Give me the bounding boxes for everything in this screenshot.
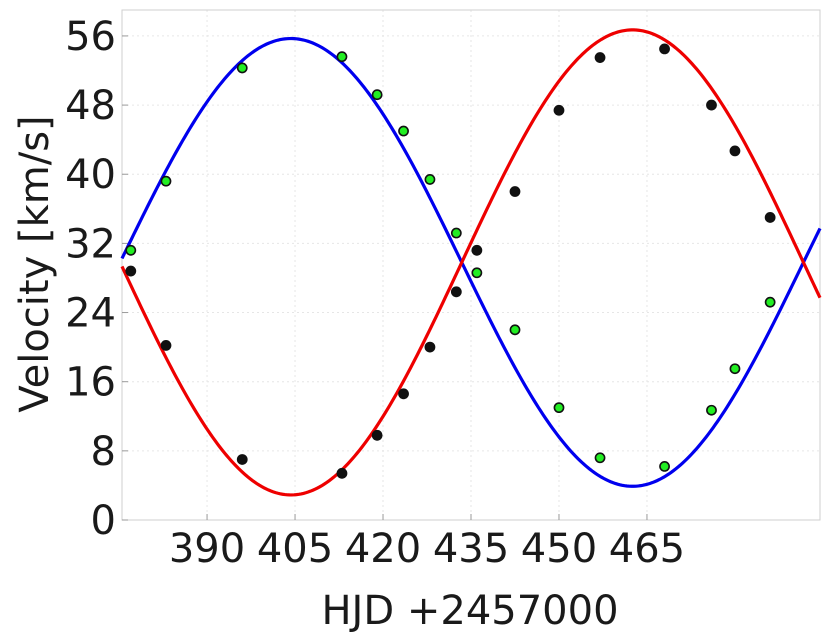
y-tick-label-2: 16 — [65, 360, 116, 406]
data-point-s2-0 — [125, 244, 137, 256]
data-point-s2-1 — [160, 175, 172, 187]
x-tick-label-4: 450 — [521, 526, 597, 572]
x-tick-label-3: 435 — [433, 526, 509, 572]
axis-ticks — [122, 35, 648, 521]
data-point-s3-12 — [659, 43, 670, 55]
x-tick-label-0: 390 — [169, 526, 245, 572]
observed-points — [125, 43, 776, 479]
data-point-s2-6 — [424, 174, 436, 185]
data-point-s3-9 — [509, 186, 521, 197]
data-point-s3-3 — [336, 467, 348, 479]
data-point-s3-5 — [398, 388, 409, 400]
data-point-s2-13 — [706, 404, 717, 416]
data-point-s2-2 — [236, 62, 248, 74]
y-axis-label: Velocity [km/s] — [12, 115, 58, 412]
y-tick-label-7: 56 — [65, 14, 116, 60]
x-tick-label-1: 405 — [257, 526, 333, 572]
data-point-s3-10 — [553, 104, 565, 116]
y-tick-label-5: 40 — [65, 152, 116, 198]
data-point-s2-5 — [398, 125, 409, 137]
data-point-s3-4 — [371, 429, 383, 441]
data-point-s2-8 — [471, 267, 483, 279]
data-point-s3-1 — [160, 339, 172, 351]
data-point-s2-15 — [764, 296, 776, 308]
data-point-s2-14 — [729, 363, 741, 375]
y-tick-labels: 0 8 16 24 32 40 48 56 — [65, 14, 116, 544]
y-tick-label-0: 0 — [91, 498, 116, 544]
model-curve-1 — [120, 28, 822, 497]
data-point-s3-15 — [764, 212, 776, 223]
data-point-s2-9 — [509, 324, 521, 336]
y-tick-label-3: 24 — [65, 291, 116, 337]
data-point-s3-11 — [594, 52, 606, 63]
data-point-s2-10 — [553, 402, 565, 414]
data-point-s3-7 — [450, 286, 462, 298]
data-point-s3-2 — [236, 454, 248, 465]
data-point-s2-12 — [659, 461, 670, 472]
x-tick-label-5: 465 — [609, 526, 685, 572]
x-tick-label-2: 420 — [345, 526, 421, 572]
data-point-s3-14 — [729, 145, 741, 157]
data-point-s3-6 — [424, 341, 436, 353]
data-point-s2-3 — [336, 51, 348, 63]
grid-lines — [122, 10, 820, 521]
y-tick-label-1: 8 — [91, 429, 116, 475]
data-point-s2-11 — [594, 452, 606, 464]
data-point-s2-7 — [450, 227, 462, 239]
data-point-s2-4 — [371, 89, 383, 101]
x-axis-label: HJD +2457000 — [321, 588, 618, 634]
y-tick-label-4: 32 — [65, 221, 116, 267]
data-point-s3-13 — [706, 99, 717, 111]
data-point-s3-0 — [125, 265, 137, 277]
y-tick-label-6: 48 — [65, 83, 116, 129]
data-point-s3-8 — [471, 244, 483, 256]
x-tick-labels: 390 405 420 435 450 465 — [169, 526, 685, 572]
